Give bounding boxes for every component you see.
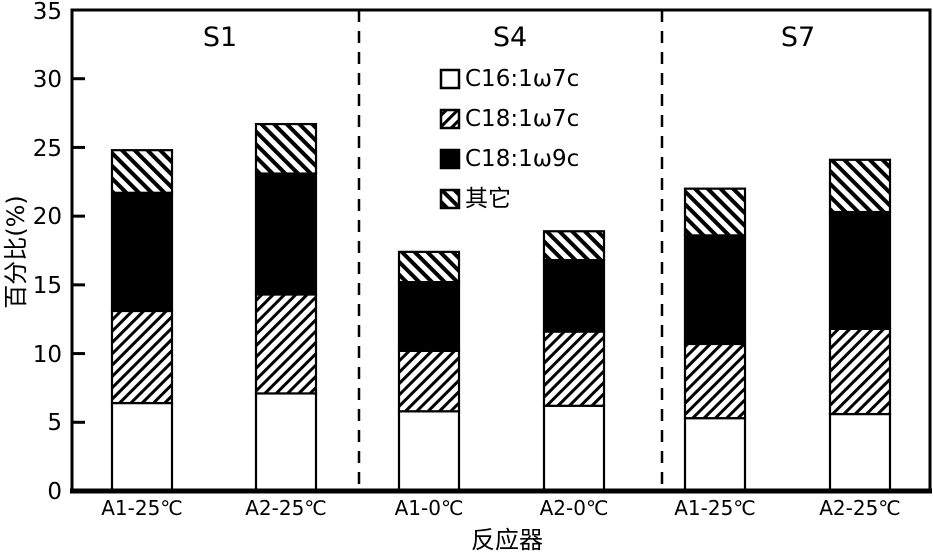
bar-segment-C18:1ω9c <box>542 259 606 333</box>
bar-segment-C18:1ω9c <box>110 191 174 313</box>
bar-segment-C18:1ω7c <box>683 342 747 420</box>
bar-segment-C18:1ω7c <box>542 330 606 407</box>
section-label-s4: S4 <box>493 22 527 53</box>
y-tick-label: 15 <box>33 273 62 299</box>
category-label: A2-25℃ <box>245 496 327 520</box>
bar-segment-其它 <box>254 122 318 175</box>
bar-segment-其它 <box>110 149 174 194</box>
y-tick-label: 20 <box>33 204 62 230</box>
bar-segment-其它 <box>828 158 892 214</box>
x-axis-title: 反应器 <box>471 526 543 554</box>
bar-segment-C18:1ω9c <box>828 210 892 330</box>
plot-area <box>70 8 932 494</box>
legend-swatch-black <box>439 148 461 170</box>
section-label-s7: S7 <box>781 22 815 53</box>
bar-segment-其它 <box>397 250 461 284</box>
y-tick-label: 10 <box>33 342 62 368</box>
bar-segment-C18:1ω9c <box>254 172 318 296</box>
y-tick-label: 30 <box>33 67 62 93</box>
bar-segment-C18:1ω9c <box>683 234 747 346</box>
legend-label: C18:1ω9c <box>465 146 579 172</box>
y-axis-title: 百分比(%) <box>2 195 30 309</box>
bar-segment-C18:1ω7c <box>110 309 174 405</box>
bar-segment-C16:1ω7c <box>110 401 174 493</box>
labels-layer: 0 5 10 15 20 25 30 35 百分比(%) S1 S4 S7 A1… <box>2 0 901 554</box>
bar-segment-C16:1ω7c <box>683 417 747 493</box>
chart-legend: C16:1ω7c C18:1ω7c C18:1ω9c 其它 <box>439 66 579 212</box>
legend-swatch-hatch-backward <box>439 188 461 210</box>
bar-segment-C18:1ω7c <box>397 349 461 413</box>
bar-segment-C16:1ω7c <box>397 410 461 493</box>
legend-label: 其它 <box>465 186 511 212</box>
section-label-s1: S1 <box>203 22 237 53</box>
category-label: A1-25℃ <box>101 496 183 520</box>
y-tick-label: 5 <box>47 410 62 436</box>
bar-segment-C16:1ω7c <box>828 412 892 493</box>
bar-segment-C18:1ω7c <box>254 293 318 395</box>
category-label: A2-0℃ <box>540 496 609 520</box>
category-label: A1-0℃ <box>395 496 464 520</box>
y-tick-label: 0 <box>47 479 62 505</box>
y-tick-label: 35 <box>33 0 62 25</box>
category-label: A2-25℃ <box>819 496 901 520</box>
bar-segment-C16:1ω7c <box>542 404 606 493</box>
legend-label: C18:1ω7c <box>465 106 579 132</box>
bar-segment-其它 <box>542 230 606 262</box>
legend-swatch-hatch-forward <box>439 108 461 130</box>
y-tick-label: 25 <box>33 136 62 162</box>
bar-segment-其它 <box>683 187 747 237</box>
legend-label: C16:1ω7c <box>465 66 579 92</box>
legend-swatch-white <box>439 68 461 90</box>
bar-segment-C18:1ω7c <box>828 327 892 416</box>
bar-segment-C18:1ω9c <box>397 281 461 352</box>
bar-segment-C16:1ω7c <box>254 392 318 493</box>
category-label: A1-25℃ <box>674 496 756 520</box>
